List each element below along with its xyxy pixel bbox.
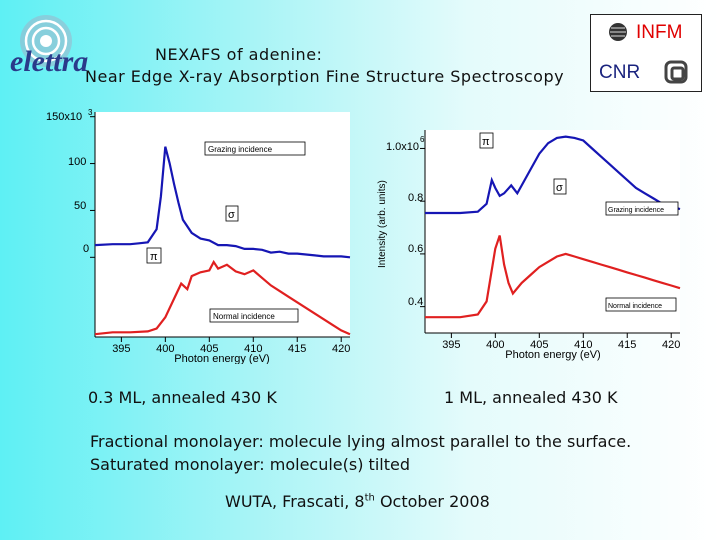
cnr-emblem-icon [664,60,688,84]
x-tick-label: 420 [662,339,680,351]
x-tick-label: 410 [574,339,592,351]
y-tick-label: 0.4 [408,296,423,308]
slide-title-line2: Near Edge X-ray Absorption Fine Structur… [85,67,565,86]
x-axis-label: Photon energy (eV) [505,349,600,361]
annotation-box [204,141,306,156]
x-tick-label: 410 [244,343,262,355]
annotation-grazing-incidence: Grazing incidence [608,207,664,214]
annotation-box [146,247,162,264]
y-tick-label-top: 1.0x10 [386,141,419,153]
elettra-logo: elettra [10,15,88,78]
description-line1: Fractional monolayer: molecule lying alm… [90,432,632,451]
nexafs-chart-right: 1.0x10 6 0.8 0.6 0.4 Intensity (arb. uni… [377,130,681,361]
y-exponent-label: 6 [420,135,425,144]
footer-superscript: th [364,492,375,504]
annotation-box [605,201,679,216]
x-tick-label: 400 [156,343,174,355]
annotation-box [479,132,494,149]
annotation-grazing-incidence: Grazing incidence [208,145,273,154]
y-tick-label-top: 150x10 [46,111,82,123]
series-line-grazing [94,146,351,259]
x-tick-label: 405 [530,339,548,351]
series-line-normal [425,235,681,319]
footer-text-before: WUTA, Frascati, 8 [225,492,365,511]
description-line2: Saturated monolayer: molecule(s) tilted [90,455,410,474]
x-tick-label: 420 [332,343,350,355]
x-ticks: 395 400 405 410 415 420 [112,337,350,355]
annotation-sigma: σ [228,209,235,221]
annotation-sigma: σ [556,182,563,194]
x-tick-label: 400 [486,339,504,351]
y-tick-label: 100 [68,156,86,168]
annotation-box [553,178,567,195]
series-line-grazing [425,135,681,215]
annotation-normal-incidence: Normal incidence [608,303,662,310]
x-ticks: 395 400 405 410 415 420 [442,333,680,351]
infm-logo-text: INFM [636,22,683,43]
x-tick-label: 395 [442,339,460,351]
nexafs-chart-left: 150x10 3 100 50 0 395 400 405 410 415 420 Pho… [46,108,351,364]
y-tick-label: 0.8 [408,192,423,204]
annotation-pi: π [482,136,490,148]
series-line-normal [94,259,351,336]
caption-left: 0.3 ML, annealed 430 K [88,388,277,407]
footer-text-after: October 2008 [374,492,490,511]
infm-emblem-icon [609,23,627,41]
x-axis-label: Photon energy (eV) [174,353,269,364]
annotation-box [605,297,677,312]
cnr-logo-text: CNR [599,62,641,83]
elettra-logo-text: elettra [10,45,88,78]
annotation-box [209,308,299,323]
y-ticks [420,147,425,308]
x-tick-label: 415 [618,339,636,351]
elettra-swirl-icon [20,15,72,67]
y-ticks [90,116,95,258]
annotation-normal-incidence: Normal incidence [213,312,275,321]
annotation-pi: π [150,251,158,263]
y-tick-label: 0.6 [408,243,423,255]
caption-right: 1 ML, annealed 430 K [444,388,618,407]
y-axis-label: Intensity (arb. units) [377,180,388,268]
x-tick-label: 395 [112,343,130,355]
y-tick-label: 50 [74,200,86,212]
y-tick-label: 0 [83,243,89,255]
infm-cnr-logo [590,14,702,92]
y-exponent-label: 3 [88,108,93,117]
footer: WUTA, Frascati, 8th October 2008 [225,492,490,511]
x-tick-label: 405 [200,343,218,355]
x-tick-label: 415 [288,343,306,355]
slide-title-line1: NEXAFS of adenine: [155,45,323,64]
annotation-box [225,205,239,222]
